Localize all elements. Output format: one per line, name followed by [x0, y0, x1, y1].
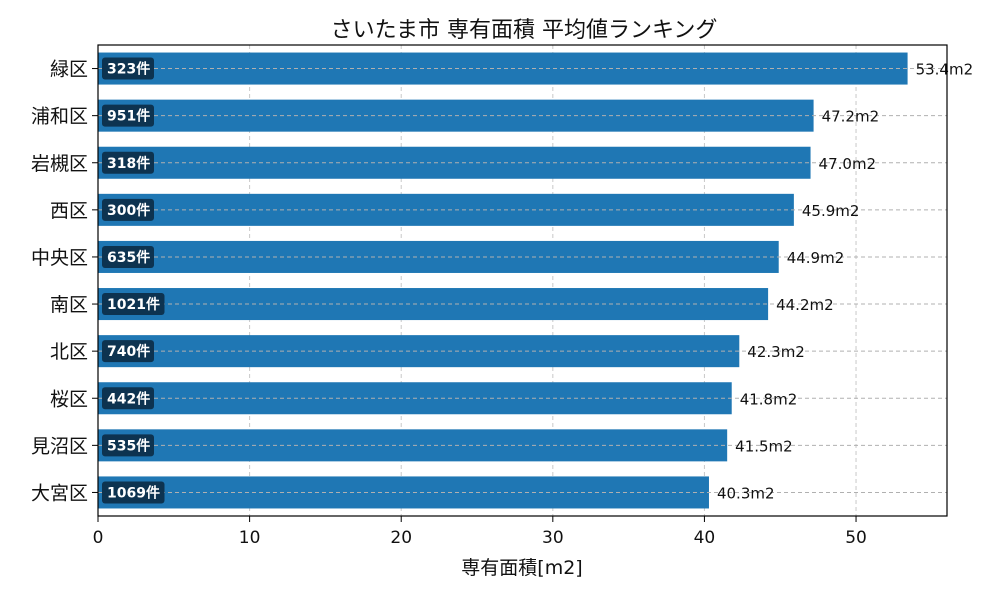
count-badge: 1069件 — [102, 481, 165, 504]
count-label: 318件 — [107, 155, 150, 172]
count-label: 1069件 — [107, 484, 160, 501]
data-label: 41.5m2 — [735, 437, 793, 455]
count-badge-bg — [102, 481, 165, 504]
count-badge-bg — [102, 387, 154, 410]
count-badge: 300件 — [102, 198, 154, 221]
data-label: 53.4m2 — [916, 61, 974, 79]
count-badge-bg — [102, 151, 154, 174]
data-label: 45.9m2 — [802, 202, 860, 220]
count-badge-bg — [102, 198, 154, 221]
y-tick-label: 中央区 — [31, 247, 88, 269]
count-label: 535件 — [107, 437, 150, 454]
x-tick-label: 30 — [542, 528, 564, 548]
x-axis: 0 10 20 30 40 50 — [93, 516, 867, 548]
bar — [98, 146, 811, 179]
count-badge: 318件 — [102, 151, 154, 174]
count-badge: 1021件 — [102, 293, 165, 316]
plot-frame — [97, 44, 948, 517]
count-label: 300件 — [107, 202, 150, 219]
count-badge: 740件 — [102, 340, 154, 363]
bars: 53.4m2 323件 47.2m2 951件 47.0m2 318件 45.9m2 300件… — [98, 52, 974, 509]
chart-title: さいたま市 専有面積 平均値ランキング — [331, 18, 718, 43]
data-label: 41.8m2 — [740, 390, 798, 408]
x-tick-label: 0 — [93, 528, 104, 548]
x-tick-label: 20 — [390, 528, 412, 548]
y-tick-label: 浦和区 — [31, 106, 88, 128]
data-label: 47.2m2 — [822, 108, 880, 126]
y-tick-label: 見沼区 — [31, 435, 88, 457]
count-badge: 442件 — [102, 387, 154, 410]
count-badge: 535件 — [102, 434, 154, 457]
bar — [98, 288, 769, 321]
count-label: 323件 — [107, 61, 150, 78]
x-tick-label: 40 — [694, 528, 716, 548]
bar — [98, 429, 728, 462]
y-tick-label: 北区 — [50, 341, 88, 363]
count-label: 1021件 — [107, 296, 160, 313]
x-tick-label: 10 — [239, 528, 261, 548]
count-badge: 323件 — [102, 57, 154, 80]
count-label: 951件 — [107, 108, 150, 125]
count-badge-bg — [102, 340, 154, 363]
count-badge: 951件 — [102, 104, 154, 127]
x-axis-title: 専有面積[m2] — [461, 557, 582, 579]
data-label: 44.2m2 — [776, 296, 834, 314]
count-badge-bg — [102, 434, 154, 457]
y-tick-label: 桜区 — [50, 388, 88, 410]
bar — [98, 335, 740, 368]
y-tick-label: 大宮区 — [31, 482, 88, 504]
y-tick-label: 岩槻区 — [31, 153, 88, 175]
bar — [98, 240, 779, 273]
data-label: 47.0m2 — [819, 155, 877, 173]
y-tick-label: 西区 — [50, 200, 88, 222]
count-badge: 635件 — [102, 245, 154, 268]
data-label: 40.3m2 — [717, 484, 775, 502]
x-tick-label: 50 — [845, 528, 867, 548]
count-label: 740件 — [107, 343, 150, 360]
data-label: 42.3m2 — [747, 343, 805, 361]
count-label: 635件 — [107, 249, 150, 266]
count-label: 442件 — [107, 390, 150, 407]
count-badge-bg — [102, 57, 154, 80]
count-badge-bg — [102, 245, 154, 268]
count-badge-bg — [102, 104, 154, 127]
y-tick-label: 南区 — [50, 294, 88, 316]
y-tick-label: 緑区 — [50, 59, 88, 81]
data-label: 44.9m2 — [787, 249, 845, 267]
count-badge-bg — [102, 293, 165, 316]
